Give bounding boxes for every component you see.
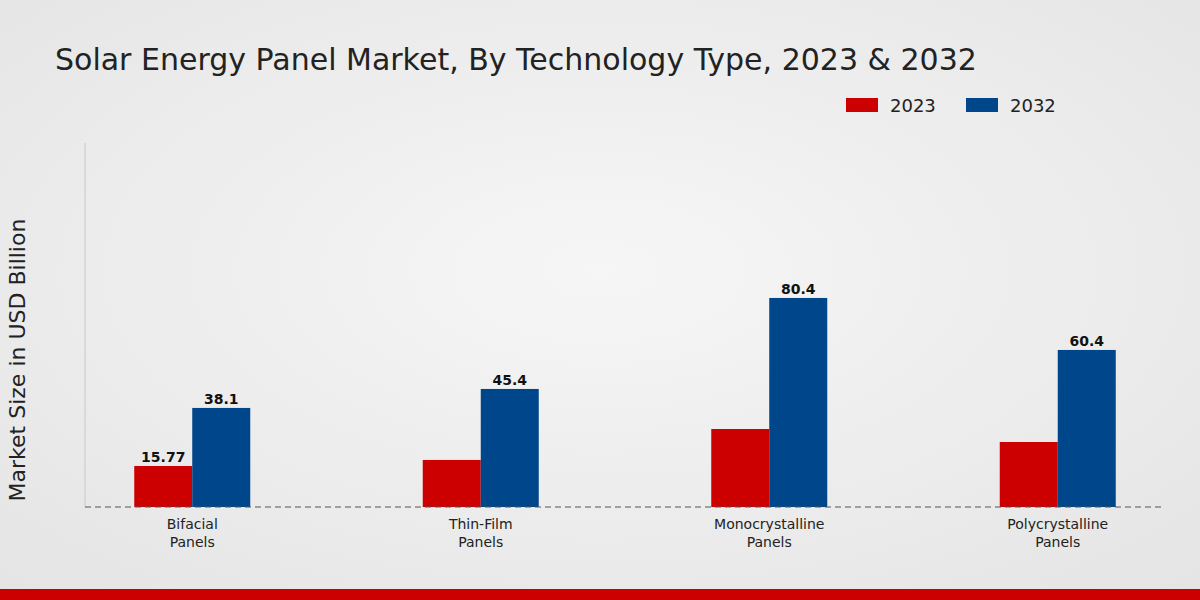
bar (481, 389, 539, 507)
title: Solar Energy Panel Market, By Technology… (55, 42, 977, 77)
bar (192, 408, 250, 507)
data-label: 15.77 (141, 449, 185, 465)
chart-container: Solar Energy Panel Market, By Technology… (0, 0, 1200, 600)
data-label: 80.4 (781, 281, 816, 297)
data-label: 38.1 (204, 391, 239, 407)
legend-label: 2032 (1010, 95, 1056, 116)
chart-svg: Solar Energy Panel Market, By Technology… (0, 0, 1200, 600)
y-axis-line (85, 143, 86, 507)
data-label: 60.4 (1069, 333, 1104, 349)
bar (134, 466, 192, 507)
legend-swatch (846, 98, 878, 112)
background (0, 0, 1200, 600)
bottom-stripe (0, 589, 1200, 600)
x-tick-label: MonocrystallinePanels (714, 516, 824, 550)
bar (423, 460, 481, 507)
x-axis-line (85, 507, 1163, 508)
x-tick-label: BifacialPanels (167, 516, 218, 550)
bar (1000, 442, 1058, 507)
bars (134, 298, 1116, 507)
bar (769, 298, 827, 507)
legend-swatch (966, 98, 998, 112)
legend-label: 2023 (890, 95, 936, 116)
data-label: 45.4 (492, 372, 527, 388)
bar (711, 429, 769, 507)
x-tick-label: PolycrystallinePanels (1007, 516, 1108, 550)
y-axis-label: Market Size in USD Billion (5, 219, 30, 502)
bar (1058, 350, 1116, 507)
x-tick-label: Thin-FilmPanels (448, 516, 513, 550)
